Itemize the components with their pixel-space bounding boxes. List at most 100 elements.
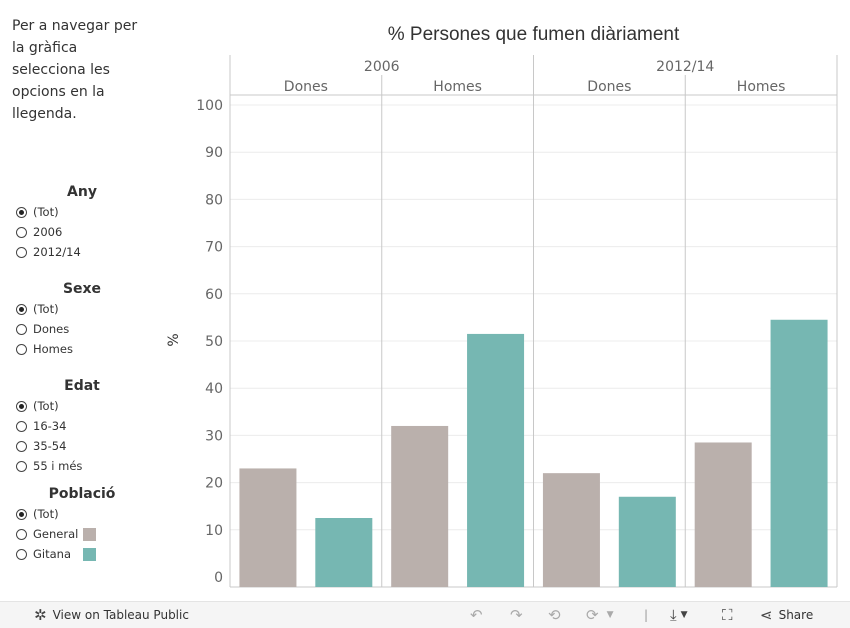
radio-button[interactable] (16, 460, 27, 472)
bar-gitana (467, 333, 525, 587)
filter-title: Població (48, 486, 116, 502)
download-icon: ⤓ (670, 606, 677, 624)
filter-option-label: 2006 (33, 225, 63, 239)
share-label: Share (778, 608, 814, 622)
chevron-down-icon: ▼ (680, 610, 688, 620)
filter-option[interactable]: (Tot) (12, 396, 152, 416)
filter-option[interactable]: Dones (12, 319, 152, 339)
radio-button[interactable] (16, 440, 27, 452)
radio-button[interactable] (16, 343, 27, 355)
filter-option[interactable]: Homes (12, 339, 152, 359)
chart-title: % Persones que fumen diàriament (388, 24, 680, 45)
filter-option[interactable]: (Tot) (12, 299, 152, 319)
redo-button[interactable]: ↷ (510, 606, 523, 624)
bar-general (694, 442, 752, 587)
filter-option[interactable]: 16-34 (12, 416, 152, 436)
bar-general (542, 473, 600, 587)
radio-button[interactable] (16, 400, 27, 412)
y-tick-label: 80 (205, 192, 223, 208)
filter-2: Edat (Tot) 16-34 35-54 55 i més (12, 376, 152, 476)
radio-button[interactable] (16, 548, 27, 560)
subgroup-header: Homes (433, 79, 482, 95)
redo-icon: ↷ (510, 606, 523, 624)
bar-gitana (770, 319, 828, 587)
refresh-button[interactable]: ⟳ ▼ (586, 606, 614, 624)
subgroup-header: Dones (587, 79, 631, 95)
filter-option-label: (Tot) (33, 507, 59, 521)
filter-3: Població (Tot) General Gitana (12, 484, 152, 564)
legend-swatch (83, 547, 96, 561)
y-tick-label: 40 (205, 381, 223, 397)
bar-gitana (618, 496, 676, 587)
filter-title: Sexe (62, 281, 102, 297)
tableau-logo-icon: ✲ (34, 606, 47, 624)
filter-option-label: (Tot) (33, 399, 59, 413)
filter-option-label: Dones (33, 322, 70, 336)
radio-button[interactable] (16, 303, 27, 315)
radio-button[interactable] (16, 420, 27, 432)
filter-1: Sexe (Tot) Dones Homes (12, 279, 152, 359)
radio-button[interactable] (16, 323, 27, 335)
filter-option-label: 16-34 (33, 419, 67, 433)
y-tick-label: 30 (205, 428, 223, 444)
view-on-tableau-label: View on Tableau Public (52, 608, 189, 622)
radio-button[interactable] (16, 226, 27, 238)
undo-icon: ↶ (470, 606, 483, 624)
filter-title: Edat (64, 378, 100, 394)
fullscreen-button[interactable]: ⛶ (722, 606, 733, 624)
download-button[interactable]: ⤓ ▼ (670, 606, 688, 624)
filter-option[interactable]: (Tot) (12, 202, 152, 222)
filter-option-label: 2012/14 (33, 245, 81, 259)
legend-swatch (83, 527, 96, 541)
undo-button[interactable]: ↶ (470, 606, 483, 624)
y-tick-label: 60 (205, 287, 223, 303)
y-tick-label: 10 (205, 523, 223, 539)
y-tick-label: 70 (205, 240, 223, 256)
bar-chart: % Persones que fumen diàriament% 0 10 20 30 4… (166, 24, 838, 588)
y-tick-label: 0 (214, 570, 223, 586)
y-tick-label: 90 (205, 145, 223, 161)
group-header: 2012/14 (656, 59, 714, 75)
refresh-icon: ⟳ (586, 606, 599, 624)
filter-option[interactable]: 2012/14 (12, 242, 152, 262)
bar-gitana (315, 518, 373, 587)
y-axis-label: % (166, 333, 182, 346)
y-tick-label: 100 (196, 98, 223, 114)
radio-button[interactable] (16, 206, 27, 218)
intro-text: Per a navegar per la gràfica selecciona … (12, 18, 138, 122)
toolbar-divider: | (644, 608, 649, 622)
filter-option[interactable]: Gitana (12, 544, 152, 564)
view-on-tableau-button[interactable]: ✲ View on Tableau Public (34, 606, 189, 624)
filter-title: Any (67, 184, 97, 200)
bar-general (239, 468, 297, 587)
subgroup-header: Homes (737, 79, 786, 95)
y-tick-label: 20 (205, 476, 223, 492)
toolbar: ✲ View on Tableau Public ↶ ↷ ⟲ ⟳ ▼ | ⤓ ▼ ⛶… (0, 601, 850, 628)
filter-0: Any (Tot) 2006 2012/14 (12, 182, 152, 262)
revert-icon: ⟲ (548, 606, 561, 624)
radio-button[interactable] (16, 508, 27, 520)
y-tick-label: 50 (205, 334, 223, 350)
filter-option-label: Homes (33, 342, 73, 356)
filter-option[interactable]: 55 i més (12, 456, 152, 476)
fullscreen-icon: ⛶ (722, 606, 733, 624)
revert-button[interactable]: ⟲ (548, 606, 561, 624)
radio-button[interactable] (16, 246, 27, 258)
filter-option-label: 55 i més (33, 459, 83, 473)
group-header: 2006 (364, 59, 400, 75)
filter-option-label: 35-54 (33, 439, 67, 453)
bar-general (391, 425, 449, 587)
filter-option[interactable]: 35-54 (12, 436, 152, 456)
radio-button[interactable] (16, 528, 27, 540)
share-button[interactable]: ⋖ Share (760, 606, 813, 624)
filter-option[interactable]: 2006 (12, 222, 152, 242)
filter-option[interactable]: (Tot) (12, 504, 152, 524)
subgroup-header: Dones (284, 79, 328, 95)
filter-option-label: (Tot) (33, 205, 59, 219)
filter-option[interactable]: General (12, 524, 152, 544)
share-icon: ⋖ (760, 606, 773, 624)
filter-option-label: (Tot) (33, 302, 59, 316)
chevron-down-icon: ▼ (606, 610, 614, 620)
filter-option-label: Gitana (33, 547, 71, 561)
filter-option-label: General (33, 527, 79, 541)
